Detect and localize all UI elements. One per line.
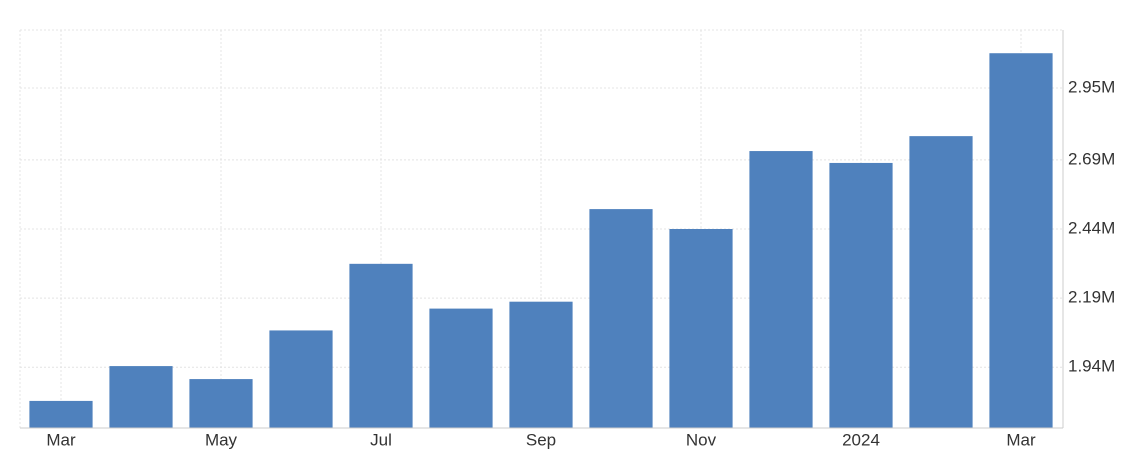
y-tick-label: 2.69M: [1068, 149, 1115, 168]
bar: [669, 229, 733, 428]
bar: [589, 209, 653, 428]
x-tick-label: Mar: [1006, 430, 1036, 449]
x-tick-label: Mar: [46, 430, 76, 449]
y-tick-label: 2.19M: [1068, 288, 1115, 307]
bar: [429, 308, 493, 428]
bar: [189, 379, 253, 428]
y-tick-label: 2.95M: [1068, 78, 1115, 97]
bar: [349, 263, 413, 428]
bar: [509, 301, 573, 428]
bar: [909, 136, 973, 428]
bar: [829, 162, 893, 428]
bar: [749, 151, 813, 428]
x-tick-label: Jul: [370, 430, 392, 449]
bar: [989, 53, 1053, 428]
x-tick-label: Nov: [686, 430, 717, 449]
bar: [29, 400, 93, 428]
y-tick-label: 2.44M: [1068, 218, 1115, 237]
x-tick-label: Sep: [526, 430, 556, 449]
bar: [269, 330, 333, 428]
bar: [109, 366, 173, 428]
x-tick-label: May: [205, 430, 238, 449]
x-tick-label: 2024: [842, 430, 880, 449]
y-tick-label: 1.94M: [1068, 357, 1115, 376]
